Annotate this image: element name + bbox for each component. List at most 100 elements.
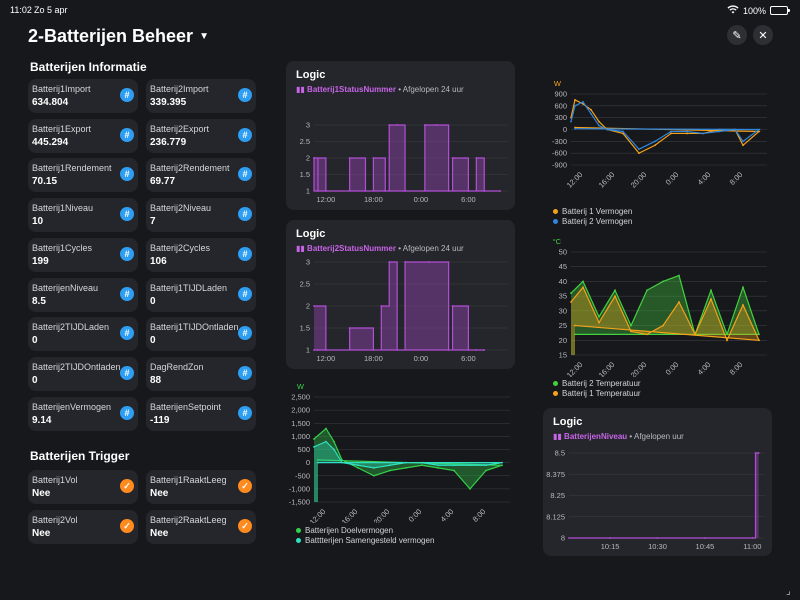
dropdown-caret-icon[interactable]: ▼ xyxy=(199,31,209,42)
x-tick-label: 20:00 xyxy=(629,170,649,190)
edit-button[interactable]: ✎ xyxy=(727,25,747,45)
data-point xyxy=(313,305,315,307)
close-button[interactable]: ✕ xyxy=(753,25,773,45)
x-tick-label: 0:00 xyxy=(414,354,429,363)
hash-icon: # xyxy=(120,365,134,380)
data-point xyxy=(388,261,391,263)
legend-dot xyxy=(553,208,558,214)
x-tick-label: 4:00 xyxy=(439,507,456,523)
info-tile[interactable]: Batterij1Niveau 10 # xyxy=(28,198,138,233)
info-tile[interactable]: Batterij1Import 634.804 # xyxy=(28,79,138,113)
page-header[interactable]: 2-Batterijen Beheer ▼ xyxy=(28,26,209,47)
legend-item[interactable]: Batterij 1 Vermogen xyxy=(553,206,632,216)
legend-item[interactable]: Batterij 1 Temperatuur xyxy=(553,388,641,398)
data-point xyxy=(451,157,454,159)
info-tile[interactable]: Batterij1TIJDLaden 0 # xyxy=(146,277,256,312)
trigger-tile[interactable]: Batterij1Vol Nee ✓ xyxy=(28,470,138,504)
data-point xyxy=(574,333,576,336)
info-tile[interactable]: Batterij1Rendement 70.15 # xyxy=(28,158,138,193)
info-tile[interactable]: Batterij2Niveau 7 # xyxy=(146,198,256,233)
info-tile[interactable]: Batterij2TIJDLaden 0 # xyxy=(28,317,138,352)
tile-label: BatterijenSetpoint xyxy=(150,401,222,412)
battery-icon xyxy=(770,6,790,15)
logic-card-batterij1-status[interactable]: Logic ▮▮ Batterij1StatusNummer • Afgelop… xyxy=(286,61,515,210)
x-tick-label: 6:00 xyxy=(461,354,476,363)
trigger-tile[interactable]: Batterij2RaaktLeeg Nee ✓ xyxy=(146,510,256,544)
tile-label: Batterij1Vol xyxy=(32,475,78,485)
unit-label: °C xyxy=(553,237,562,246)
legend-item[interactable]: Batttterijen Samengesteld vermogen xyxy=(296,535,434,545)
logic-card-batterijen-niveau[interactable]: Logic ▮▮ BatterijenNiveau • Afgelopen uu… xyxy=(543,408,772,556)
data-point xyxy=(372,349,375,351)
data-point xyxy=(483,349,486,351)
series-line xyxy=(569,452,759,539)
x-tick-label: 4:00 xyxy=(696,170,713,187)
data-point xyxy=(662,280,664,283)
vermogen-doel-chart: 2,500 2,000 1,500 1,000 500 0 -500 -1,000 -1,500… xyxy=(289,382,510,523)
info-tile[interactable]: Batterij2Export 236.779 # xyxy=(146,118,256,153)
info-tile[interactable]: Batterij2Rendement 69.77 # xyxy=(146,158,256,193)
y-tick-label: 2.5 xyxy=(300,280,310,289)
series-area xyxy=(571,275,759,355)
data-point xyxy=(453,464,455,467)
data-point xyxy=(570,120,572,123)
info-tile[interactable]: Batterij1Cycles 199 # xyxy=(28,237,138,272)
data-point xyxy=(574,99,576,101)
trigger-tile[interactable]: Batterij1RaaktLeeg Nee ✓ xyxy=(146,470,256,504)
info-tile[interactable]: BatterijenNiveau 8.5 # xyxy=(28,277,138,312)
data-point xyxy=(570,301,572,303)
x-tick-label: 8:00 xyxy=(471,507,488,523)
tile-label: Batterij1TIJDOntladen xyxy=(150,322,239,333)
data-point xyxy=(348,327,351,329)
tile-label: Batterij2TIJDOntladen xyxy=(32,361,121,372)
close-icon: ✕ xyxy=(758,29,768,42)
tile-value: 106 xyxy=(150,255,167,267)
hash-icon: # xyxy=(238,127,252,142)
data-point xyxy=(373,466,375,469)
card-title: Logic xyxy=(296,69,326,81)
legend-item[interactable]: Batterij 2 Temperatuur xyxy=(553,378,641,388)
info-tile[interactable]: Batterij1TIJDOntladen 0 # xyxy=(146,317,256,352)
entity-name[interactable]: Batterij2StatusNummer xyxy=(307,244,396,253)
data-point xyxy=(313,157,315,159)
info-tile[interactable]: Batterij1Export 445.294 # xyxy=(28,118,138,153)
data-point xyxy=(396,124,399,126)
data-point xyxy=(317,349,319,351)
data-point xyxy=(447,349,450,351)
info-tile[interactable]: BatterijenVermogen 9.14 # xyxy=(28,396,138,431)
info-tile[interactable]: BatterijenSetpoint -119 # xyxy=(146,396,256,431)
data-point xyxy=(388,124,391,126)
entity-name[interactable]: BatterijenNiveau xyxy=(564,432,628,441)
data-point xyxy=(570,292,572,295)
x-tick-label: 16:00 xyxy=(597,360,617,377)
tile-label: Batterij2Export xyxy=(150,123,210,134)
x-tick-label: 20:00 xyxy=(372,507,392,523)
y-tick-label: 2 xyxy=(306,302,310,311)
tile-label: BatterijenVermogen xyxy=(32,401,112,412)
data-point xyxy=(598,120,600,123)
data-point xyxy=(704,537,706,539)
data-point xyxy=(501,461,503,464)
legend-dot xyxy=(553,218,558,224)
logic-card-batterij2-status[interactable]: Logic ▮▮ Batterij2StatusNummer • Afgelop… xyxy=(286,220,515,369)
info-tile[interactable]: Batterij2TIJDOntladen 0 # xyxy=(28,356,138,391)
chart-small-icon: ▮▮ xyxy=(296,85,305,94)
legend-item[interactable]: Batterij 2 Vermogen xyxy=(553,216,632,226)
status-date: Zo 5 apr xyxy=(34,5,68,15)
legend-item[interactable]: Batterijen Doelvermogen xyxy=(296,525,434,535)
batterij-temperatuur-chart: 50 45 40 35 30 25 20 15 °C 12:00 16:00 20:00 0:00 4:0… xyxy=(553,237,767,377)
data-point xyxy=(614,289,616,292)
info-tile[interactable]: Batterij2Import 339.395 # xyxy=(146,79,256,113)
entity-name[interactable]: Batterij1StatusNummer xyxy=(307,85,396,94)
tile-value: 199 xyxy=(32,255,49,267)
series-area xyxy=(314,428,502,502)
hash-icon: # xyxy=(238,167,252,182)
resize-handle-icon[interactable]: ⌟ xyxy=(786,586,791,597)
y-tick-label: 2,500 xyxy=(291,393,310,402)
trigger-tile[interactable]: Batterij2Vol Nee ✓ xyxy=(28,510,138,544)
data-point xyxy=(348,157,351,159)
chart-small-icon: ▮▮ xyxy=(296,244,305,253)
info-tile[interactable]: DagRendZon 88 # xyxy=(146,356,256,391)
card-subtitle: ▮▮ Batterij2StatusNummer • Afgelopen 24 … xyxy=(296,244,464,253)
info-tile[interactable]: Batterij2Cycles 106 # xyxy=(146,237,256,272)
